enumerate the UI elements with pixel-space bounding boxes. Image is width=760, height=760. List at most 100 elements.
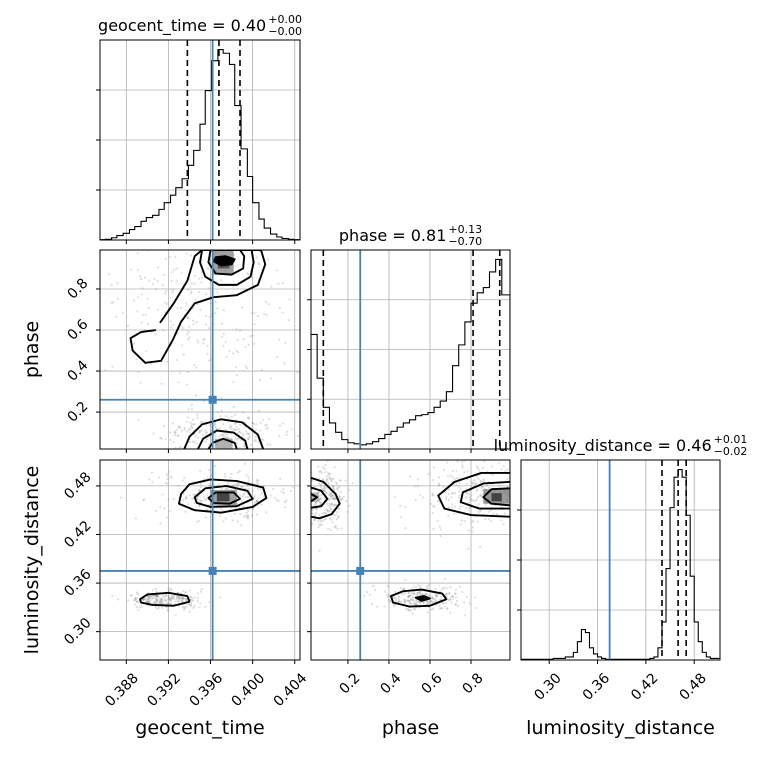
scatter-point [184, 591, 188, 594]
scatter-point [406, 599, 410, 603]
scatter-point [328, 506, 332, 509]
scatter-point [134, 603, 137, 606]
scatter-point [461, 590, 464, 594]
scatter-point [239, 513, 242, 516]
scatter-point [333, 487, 336, 491]
scatter-point [444, 490, 447, 493]
scatter-point [244, 426, 247, 429]
scatter-point [180, 429, 183, 432]
scatter-point [136, 310, 139, 313]
scatter-point [167, 587, 170, 590]
panel-border [310, 249, 511, 450]
scatter-point [222, 308, 225, 312]
scatter-point [326, 510, 330, 513]
scatter-point [165, 472, 168, 475]
scatter-point [171, 594, 174, 598]
scatter-point [238, 469, 241, 472]
scatter-point [339, 479, 342, 482]
scatter-point [209, 430, 213, 433]
scatter-point [179, 445, 182, 448]
contour-inner-2 [311, 493, 319, 503]
scatter-point [319, 485, 323, 489]
scatter-point [155, 600, 158, 603]
scatter-point [181, 499, 185, 502]
scatter-point [146, 600, 150, 603]
scatter-point [162, 273, 166, 276]
density-geocent_time-luminosity_distance-content [100, 460, 300, 660]
scatter-point [201, 451, 203, 453]
scatter-point [394, 496, 397, 499]
scatter-point [191, 497, 194, 500]
scatter-point [329, 528, 332, 532]
scatter-point [243, 443, 246, 446]
scatter-point [142, 598, 146, 601]
scatter-point [164, 599, 167, 602]
scatter-point [307, 515, 309, 517]
scatter-point [207, 287, 211, 290]
scatter-point [303, 360, 305, 362]
scatter-point [408, 594, 411, 598]
scatter-point [257, 262, 260, 265]
scatter-point [454, 603, 457, 606]
scatter-point [323, 518, 326, 521]
scatter-point [182, 327, 185, 330]
scatter-point [196, 592, 199, 595]
scatter-point [333, 466, 336, 469]
scatter-point [225, 355, 228, 358]
scatter-point [165, 599, 168, 603]
scatter-point [409, 594, 412, 597]
scatter-point [233, 427, 236, 431]
density-geocent_time-phase-content [100, 250, 305, 453]
scatter-point [439, 528, 442, 531]
scatter-point [331, 521, 334, 524]
scatter-point [431, 492, 434, 495]
scatter-point [178, 595, 181, 598]
scatter-point [224, 517, 227, 520]
scatter-point [236, 338, 239, 341]
scatter-point [471, 521, 474, 524]
scatter-point [416, 594, 419, 597]
scatter-point [320, 497, 323, 500]
scatter-point [282, 488, 285, 491]
scatter-point [463, 471, 466, 474]
scatter-point [311, 479, 314, 482]
scatter-point [403, 598, 406, 601]
scatter-point [242, 411, 245, 414]
scatter-point [189, 428, 192, 431]
scatter-point [346, 510, 349, 513]
scatter-point [199, 602, 202, 605]
scatter-point [224, 435, 227, 439]
scatter-point [174, 600, 177, 603]
x-tick-label-geocent_time-0: 0.388 [102, 670, 142, 710]
scatter-point [331, 495, 334, 498]
scatter-point [443, 605, 446, 608]
scatter-point [241, 505, 245, 508]
scatter-point [334, 525, 338, 528]
scatter-point [427, 472, 430, 476]
scatter-point [189, 595, 192, 599]
scatter-point [332, 484, 335, 487]
scatter-point [151, 480, 154, 483]
scatter-point [184, 599, 188, 602]
scatter-point [185, 496, 188, 500]
scatter-point [155, 590, 158, 593]
scatter-point [163, 424, 166, 428]
scatter-point [181, 599, 184, 602]
scatter-point [476, 505, 479, 508]
x-tick-label-luminosity_distance-1: 0.36 [580, 670, 613, 703]
scatter-point [264, 424, 267, 427]
scatter-point [329, 492, 332, 496]
scatter-point [383, 605, 386, 608]
scatter-point [484, 503, 488, 506]
scatter-point [351, 481, 354, 485]
scatter-point [440, 607, 444, 610]
scatter-point [432, 607, 435, 610]
scatter-point [498, 461, 501, 465]
scatter-point [182, 353, 185, 356]
scatter-point [177, 605, 181, 608]
scatter-point [226, 436, 229, 439]
scatter-point [318, 483, 321, 486]
scatter-point [327, 472, 330, 475]
scatter-point [154, 600, 157, 603]
scatter-point [415, 599, 418, 602]
